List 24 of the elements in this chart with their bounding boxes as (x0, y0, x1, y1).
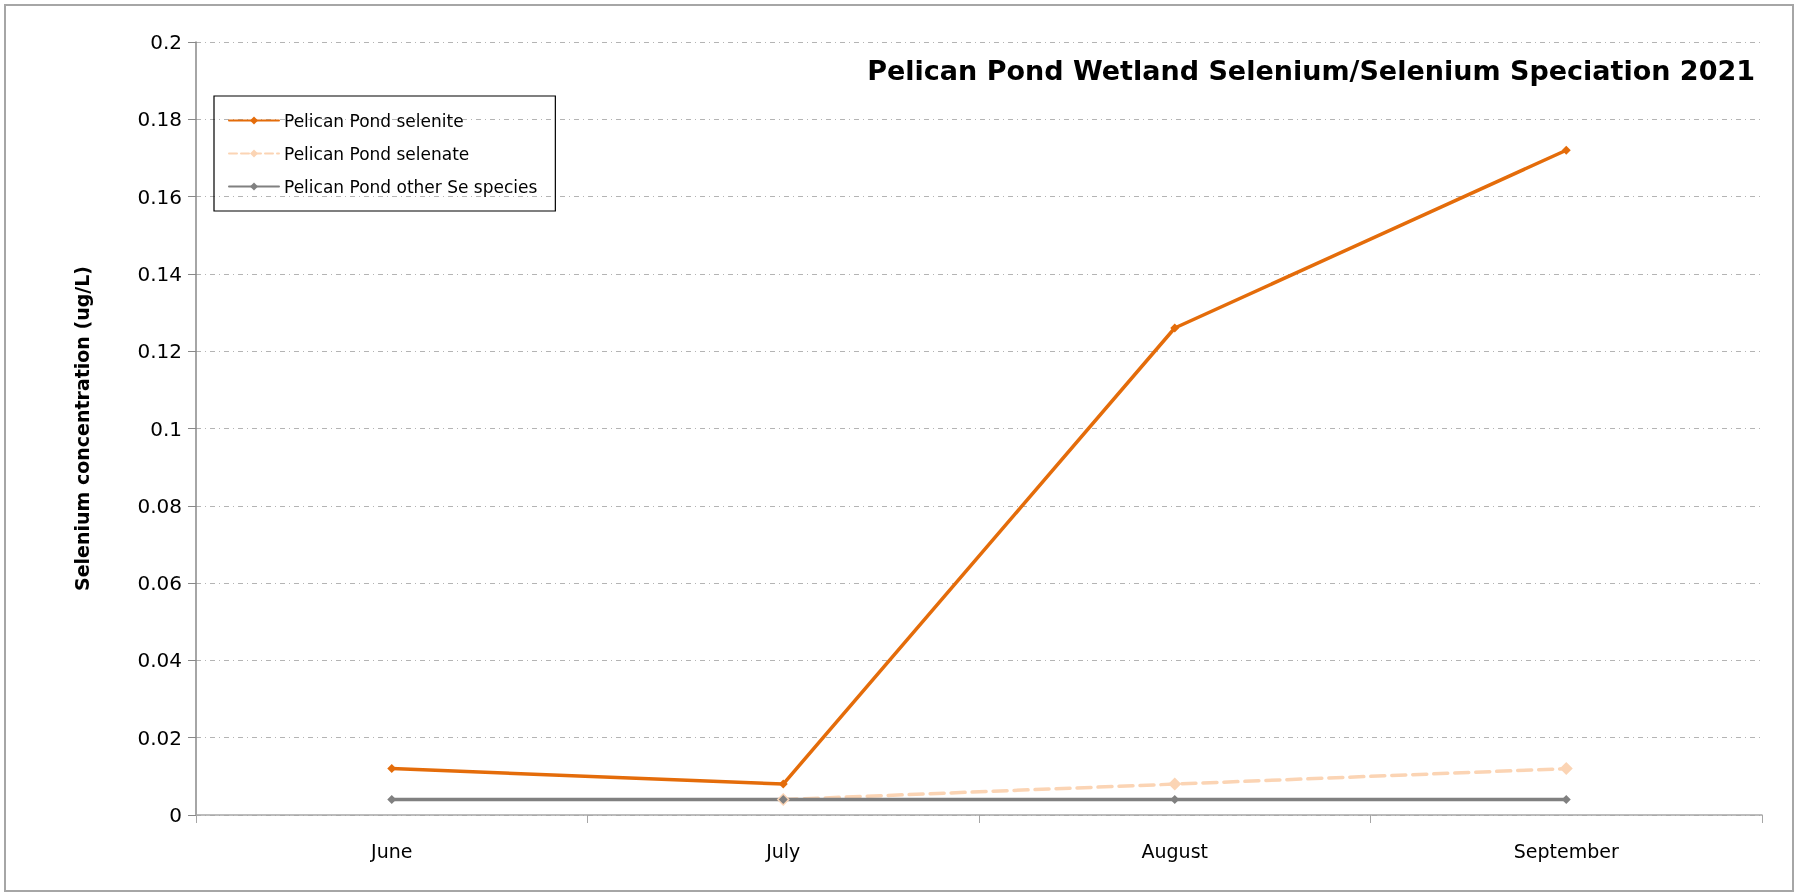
x-tick-label: August (1141, 839, 1208, 862)
legend-label: Pelican Pond selenate (284, 143, 470, 164)
y-tick-label: 0.18 (137, 107, 182, 132)
point (1561, 145, 1571, 155)
x-tick-label: September (1513, 839, 1619, 862)
y-tick-label: 0 (169, 803, 182, 827)
x-tick-label: June (370, 839, 413, 862)
x-tick-label: July (765, 839, 801, 862)
point (1170, 323, 1180, 333)
point (1559, 762, 1573, 776)
y-tick-label: 0.12 (137, 339, 182, 364)
y-tick-label: 0.06 (137, 571, 182, 596)
text: Pelican Pond Wetland Selenium/Selenium Speciation 2021 (867, 55, 1756, 86)
y-tick-label: 0.02 (137, 725, 182, 750)
y-tick-label: 0.1 (150, 416, 182, 441)
legend-label: Pelican Pond selenite (284, 110, 464, 131)
y-tick-label: 0.08 (137, 493, 182, 518)
point (1168, 777, 1182, 791)
y-tick-label: 0.04 (137, 648, 182, 673)
y-tick-label: 0.16 (137, 184, 182, 209)
y-axis-title: Selenium concentration (ug/L) (70, 265, 93, 592)
legend-label: Pelican Pond other Se species (284, 176, 538, 197)
y-tick-label: 0.14 (137, 261, 182, 286)
y-tick-label: 0.2 (150, 30, 182, 54)
